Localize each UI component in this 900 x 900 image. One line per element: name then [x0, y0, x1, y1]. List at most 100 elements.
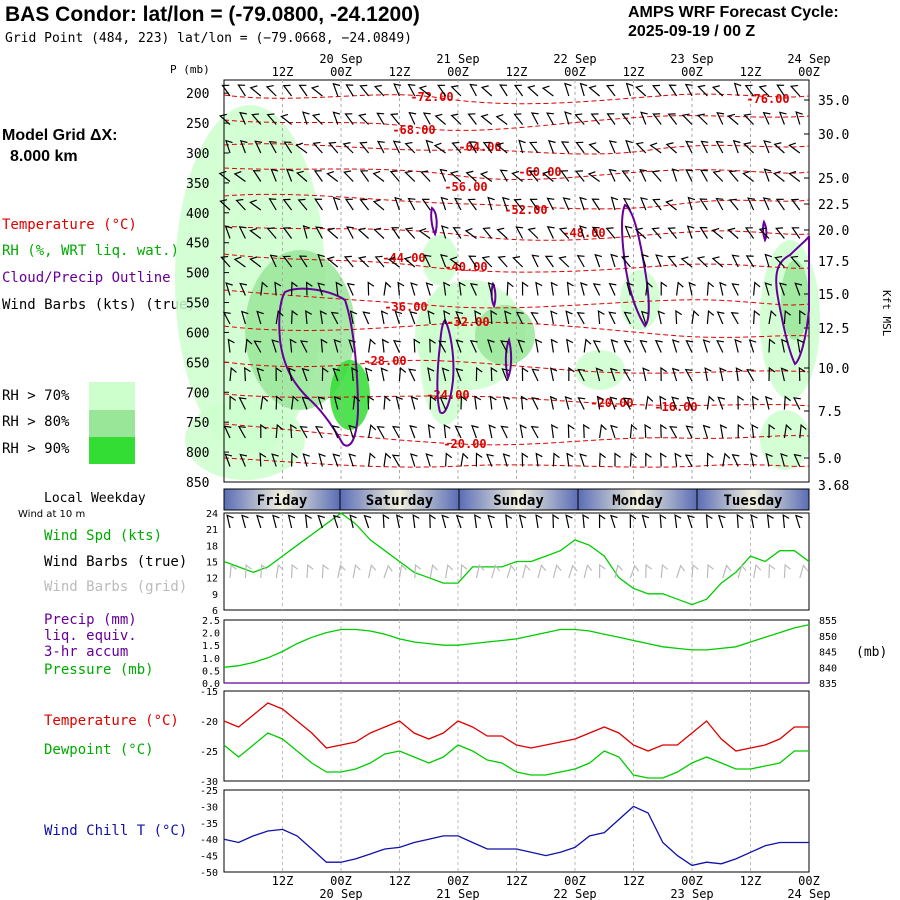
wind-barb	[671, 396, 679, 410]
wind-barb	[315, 226, 324, 239]
surface-wind-barb-true	[795, 514, 803, 529]
wind-barb	[596, 395, 604, 410]
wind-barb	[480, 113, 493, 125]
wind-barb	[421, 198, 431, 211]
wind-barb	[546, 197, 555, 211]
wind-barb	[735, 367, 743, 382]
wind-barb	[706, 281, 715, 296]
surface-wind-barb-true	[659, 513, 667, 529]
temperature-contour-label: -28.00	[363, 354, 406, 368]
wind-barb	[763, 168, 772, 182]
wind-barb	[413, 338, 421, 353]
windchill-tick-label: -50	[200, 868, 218, 879]
wind-barb	[790, 255, 801, 268]
wind-barb	[383, 395, 391, 410]
wind-barb	[685, 140, 693, 154]
local-weekday-label: Local Weekday	[44, 491, 146, 506]
wind-barb	[580, 281, 588, 296]
surface-wind-barb-grid	[799, 564, 809, 579]
wind-barb	[471, 424, 479, 439]
wind-barb	[249, 85, 262, 97]
legend-rh: RH (%, WRT liq. wat.)	[2, 243, 180, 259]
surface-wind-barb-grid	[260, 563, 268, 579]
wind-barb	[527, 85, 539, 97]
wind-barb	[409, 425, 417, 439]
wind-tick-label: 12	[206, 574, 218, 585]
wind-barb	[237, 425, 246, 439]
wind-barb	[333, 395, 342, 410]
wind-barb	[502, 453, 511, 467]
cloud-precip-outline	[430, 206, 438, 237]
wind-barb	[302, 453, 311, 467]
wind-barb	[220, 255, 231, 268]
top-time-label: 00Z	[681, 65, 703, 79]
forecast-cycle-line1: AMPS WRF Forecast Cycle:	[628, 4, 839, 21]
wind-barb	[481, 255, 493, 268]
wind-barb	[719, 281, 727, 296]
wind-barb	[542, 170, 554, 182]
wind-barb	[731, 254, 740, 268]
wind-barb	[489, 395, 497, 410]
wind-barb	[668, 84, 678, 97]
wind-barb	[671, 367, 680, 382]
wind-barb	[342, 142, 354, 154]
wind-barb	[391, 227, 400, 239]
wind-barb	[440, 225, 449, 239]
rh-90-label: RH > 90%	[2, 441, 70, 457]
wind-barb	[622, 197, 631, 211]
wind-barb	[685, 425, 694, 439]
wind-barb	[535, 452, 543, 467]
wind-barb	[467, 113, 477, 125]
wind-barb	[649, 142, 662, 154]
temperature-contour-label: -76.00	[746, 92, 789, 106]
temperature-contour	[223, 423, 810, 446]
wind-barb	[685, 169, 694, 182]
wind-barb	[439, 396, 448, 410]
wind-barb	[474, 395, 482, 410]
wind-barb	[254, 140, 263, 154]
wind-barb	[244, 366, 251, 382]
wind-barb	[465, 170, 477, 182]
wind-barb	[357, 227, 369, 239]
wind-barb	[706, 395, 715, 410]
wind-barb	[515, 226, 524, 239]
wind-barb	[645, 452, 652, 467]
wind-barb	[684, 83, 693, 97]
wind-barb	[418, 85, 431, 97]
rh-shading	[185, 400, 305, 480]
wind-barb	[422, 112, 431, 125]
wind-barb	[577, 397, 586, 410]
wind-barb	[711, 256, 724, 268]
pressure-tick-label: 650	[186, 356, 209, 371]
wind-barb	[407, 83, 416, 97]
wind-barb	[328, 141, 339, 154]
wind-barb	[395, 395, 403, 410]
wind-barb	[346, 226, 354, 239]
wind-barb	[373, 84, 385, 97]
wind-barb	[317, 282, 325, 296]
wind-barb	[364, 367, 373, 382]
wind-barb	[715, 140, 724, 154]
wind-barb	[394, 310, 403, 325]
wind-barb	[238, 226, 247, 239]
rh-90-swatch	[89, 437, 135, 464]
surface-wind-barb-grid	[383, 564, 393, 579]
surface-wind-barb-grid	[275, 563, 284, 579]
wind-barb	[239, 111, 247, 125]
surface-wind-barb-grid	[321, 563, 329, 579]
pressure-tick-label: 350	[186, 177, 209, 192]
wind-barb	[624, 225, 633, 239]
wind-barb	[550, 310, 558, 325]
wind-barb	[744, 84, 755, 97]
wind-barb	[314, 198, 323, 211]
surface-wind-barb-grid	[768, 563, 776, 579]
bottom-time-label: 00Z	[798, 874, 820, 888]
surface-wind-barb-true	[736, 513, 744, 529]
surface-wind-barb-grid	[753, 563, 762, 579]
wind-barb	[460, 395, 468, 410]
height-tick-label: 3.68	[818, 479, 849, 494]
wind-barb	[608, 311, 617, 325]
wind-barb	[512, 256, 524, 268]
surface-wind-barb-grid	[352, 563, 361, 579]
wind-barb	[684, 454, 693, 467]
